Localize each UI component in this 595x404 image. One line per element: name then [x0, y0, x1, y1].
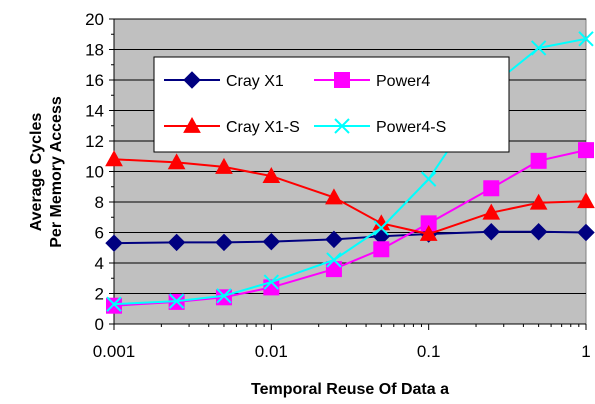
- legend: Cray X1 Power4 Cray X1-S Power4-S: [153, 56, 510, 153]
- point-power4-7: [483, 180, 500, 197]
- point-cray-x1-1: [167, 233, 186, 252]
- point-power4-s-9: [578, 31, 594, 47]
- y-axis-title-line-2: Per Memory Access: [48, 96, 65, 248]
- point-cray-x1-8: [529, 223, 548, 241]
- series-layer: [105, 31, 595, 314]
- point-cray-x1-0: [105, 234, 123, 252]
- point-power4-s-5-stroke-2: [373, 220, 390, 236]
- point-power4-9: [578, 142, 594, 159]
- point-power4-5: [373, 241, 390, 258]
- point-cray-x1-s-7: [482, 203, 501, 220]
- point-cray-x1-7: [482, 223, 500, 241]
- legend-label-cray-x1-s: Cray X1-S: [226, 119, 300, 136]
- point-power4-s-6: [420, 171, 437, 187]
- x-tick-label-2: 0.1: [417, 342, 441, 361]
- point-power4-s-3: [263, 274, 280, 290]
- y-axis-title: Average Cycles Per Memory Access: [28, 96, 65, 248]
- point-power4-s-2-stroke-2: [216, 288, 232, 304]
- point-cray-x1-s-2: [215, 157, 233, 174]
- point-power4-s-1: [168, 293, 185, 309]
- point-power4-s-9-stroke-2: [578, 31, 594, 47]
- x-axis-ticks: 0.001 0.01 0.1 1: [93, 323, 591, 361]
- y-tick-label-10: 20: [85, 10, 104, 29]
- y-tick-label-3: 6: [95, 224, 104, 243]
- y-axis-title-line-1: Average Cycles: [28, 113, 45, 232]
- point-cray-x1-s-9: [577, 192, 595, 209]
- legend-label-power4: Power4: [376, 73, 430, 90]
- legend-marker-cray-x1-s: [183, 116, 201, 133]
- point-cray-x1-s-4: [325, 188, 343, 205]
- series-line-cray-x1-s: [113, 158, 587, 236]
- legend-marker-power4-s-stroke-2: [334, 118, 350, 134]
- point-cray-x1-3: [262, 232, 281, 251]
- point-power4-s-8: [530, 40, 547, 56]
- legend-label-cray-x1: Cray X1: [226, 73, 284, 90]
- point-power4-s-5: [373, 220, 390, 236]
- x-tick-label-1: 0.01: [255, 342, 288, 361]
- point-power4-4: [325, 261, 342, 278]
- point-cray-x1-9: [577, 223, 595, 242]
- y-tick-label-8: 16: [85, 71, 104, 90]
- series-power4: [106, 142, 594, 314]
- point-cray-x1-s-0: [105, 150, 123, 167]
- y-tick-label-5: 10: [85, 163, 104, 182]
- point-power4-s-4: [326, 252, 342, 268]
- point-cray-x1-s-3: [262, 167, 281, 183]
- y-tick-label-2: 4: [95, 254, 104, 273]
- legend-box: [153, 56, 510, 153]
- y-tick-label-6: 12: [85, 132, 104, 151]
- legend-marker-cray-x1: [183, 71, 201, 89]
- series-line-power4: [113, 149, 587, 307]
- point-power4-s-4-stroke-2: [326, 252, 342, 268]
- point-power4-8: [530, 152, 547, 169]
- point-cray-x1-s-1: [167, 153, 186, 170]
- point-power4-s-1-stroke-2: [168, 293, 185, 309]
- y-tick-label-4: 8: [95, 193, 104, 212]
- legend-item-power4: Power4: [314, 72, 430, 90]
- x-axis-title: Temporal Reuse Of Data a: [251, 381, 449, 398]
- y-tick-label-7: 14: [85, 102, 104, 121]
- point-power4-s-3-stroke-2: [263, 274, 280, 290]
- legend-marker-power4-s: [334, 118, 350, 134]
- point-cray-x1-4: [325, 230, 343, 249]
- point-power4-s-0-stroke-2: [106, 296, 122, 312]
- y-tick-label-1: 2: [95, 285, 104, 304]
- point-power4-0: [106, 297, 122, 314]
- point-cray-x1-2: [215, 233, 233, 252]
- legend-label-power4-s: Power4-S: [376, 119, 446, 136]
- legend-item-cray-x1-s: Cray X1-S: [164, 116, 300, 136]
- point-power4-s-0: [106, 296, 122, 312]
- point-power4-s-6-stroke-2: [420, 171, 437, 187]
- y-tick-label-9: 18: [85, 41, 104, 60]
- legend-marker-power4: [334, 72, 350, 88]
- point-power4-s-8-stroke-2: [530, 40, 547, 56]
- series-cray-x1-s: [105, 150, 595, 241]
- legend-item-power4-s: Power4-S: [314, 118, 446, 136]
- legend-item-cray-x1: Cray X1: [164, 71, 284, 90]
- series-line-cray-x1: [113, 230, 587, 245]
- x-tick-label-0: 0.001: [93, 342, 136, 361]
- point-cray-x1-s-6: [419, 224, 438, 241]
- y-axis-ticks: 0 2 4 6 8 10 12 14 16 18 20: [85, 10, 115, 334]
- series-line-power4-s: [113, 37, 587, 306]
- x-tick-label-3: 1: [581, 342, 590, 361]
- point-cray-x1-s-8: [529, 193, 548, 210]
- point-power4-s-2: [216, 288, 232, 304]
- y-tick-label-0: 0: [95, 315, 104, 334]
